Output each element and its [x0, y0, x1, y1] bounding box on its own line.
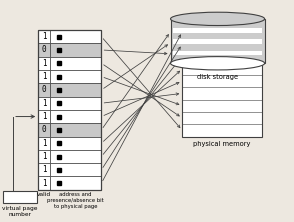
Bar	[38, 123, 50, 137]
Bar	[50, 176, 101, 190]
Bar	[50, 110, 101, 123]
Text: 1: 1	[42, 165, 46, 174]
Bar	[38, 97, 50, 110]
Bar	[182, 26, 262, 137]
Bar	[50, 137, 101, 150]
Bar	[50, 97, 101, 110]
Bar	[50, 30, 101, 43]
Text: valid: valid	[37, 192, 51, 198]
Bar	[38, 30, 50, 43]
Bar	[50, 43, 101, 57]
Text: 0: 0	[42, 85, 46, 94]
Bar	[3, 191, 37, 203]
Text: 0: 0	[42, 125, 46, 134]
Bar	[38, 30, 101, 190]
Text: 1: 1	[42, 72, 46, 81]
Bar	[50, 70, 101, 83]
Bar	[50, 150, 101, 163]
Text: 1: 1	[42, 112, 46, 121]
Text: 1: 1	[42, 99, 46, 108]
Bar	[50, 163, 101, 176]
Text: disk storage: disk storage	[197, 74, 238, 80]
Bar	[50, 123, 101, 137]
Text: 0: 0	[42, 46, 46, 54]
Bar	[173, 28, 262, 33]
Text: 1: 1	[42, 59, 46, 68]
Text: virtual page
number: virtual page number	[2, 206, 38, 217]
Bar	[173, 40, 262, 44]
Bar	[38, 43, 50, 57]
Bar	[38, 83, 50, 97]
Text: physical memory: physical memory	[193, 141, 251, 147]
Bar	[50, 83, 101, 97]
Text: 1: 1	[42, 179, 46, 188]
Ellipse shape	[171, 12, 265, 26]
Text: 1: 1	[42, 139, 46, 148]
Text: address and
presence/absence bit
to physical page: address and presence/absence bit to phys…	[47, 192, 104, 209]
Bar	[38, 163, 50, 176]
Bar	[38, 110, 50, 123]
Ellipse shape	[171, 57, 265, 70]
Text: 1: 1	[42, 152, 46, 161]
Text: 1: 1	[42, 32, 46, 41]
Bar	[38, 150, 50, 163]
Bar	[173, 51, 262, 56]
Bar	[171, 19, 265, 63]
Bar	[38, 137, 50, 150]
Bar	[38, 176, 50, 190]
Bar	[38, 70, 50, 83]
Bar	[38, 57, 50, 70]
Bar	[50, 57, 101, 70]
